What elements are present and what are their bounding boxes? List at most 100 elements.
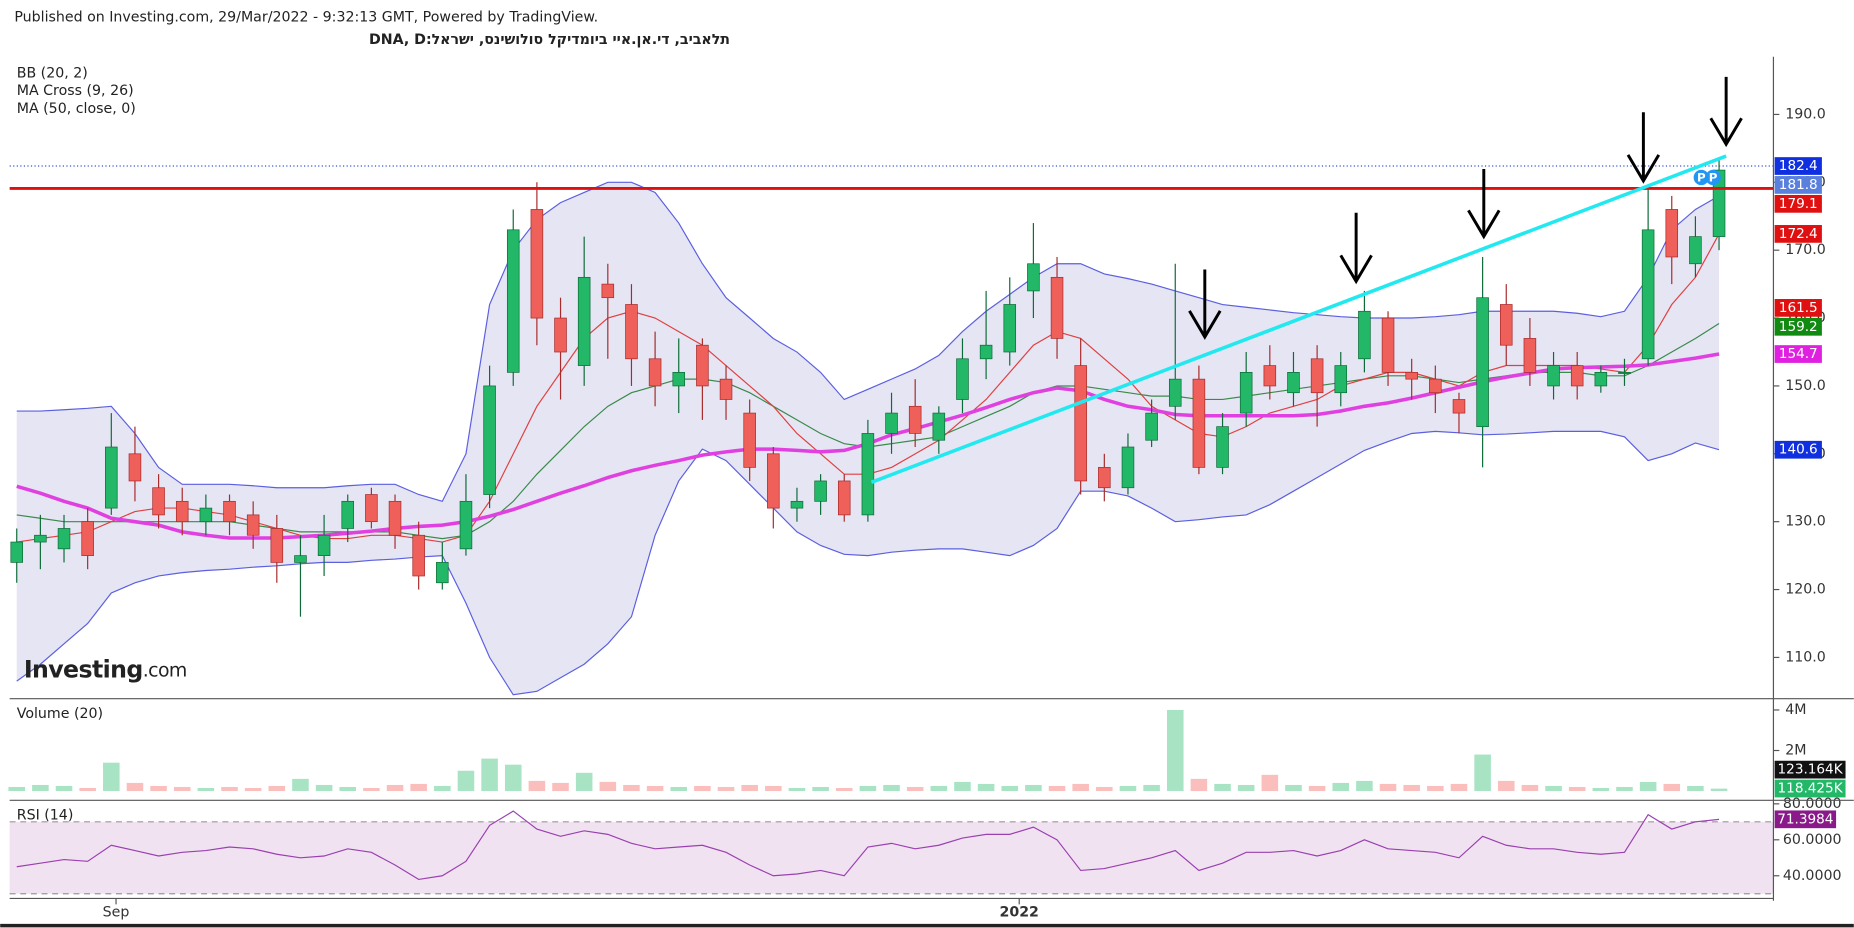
- candle-body: [1547, 365, 1560, 387]
- volume-bar: [1427, 785, 1444, 792]
- volume-bar: [1710, 788, 1728, 792]
- volume-bar: [1592, 787, 1610, 792]
- candle-body: [128, 453, 142, 482]
- candle-body: [294, 555, 307, 563]
- volume-bar: [79, 787, 96, 792]
- legend-entry: BB (20, 2): [17, 65, 88, 81]
- candle-body: [1003, 304, 1017, 353]
- volume-bar: [1308, 785, 1326, 792]
- rsi-line: [16, 810, 1720, 881]
- price-label-box: [1774, 157, 1822, 175]
- logo-text: .com: [143, 659, 187, 681]
- candle-body: [1334, 365, 1348, 394]
- volume-label: 118.425K: [1778, 781, 1844, 797]
- candle-body: [1452, 399, 1466, 414]
- volume-label: 123.164K: [1778, 762, 1844, 778]
- x-tick-label: Sep: [103, 905, 130, 921]
- candle-body: [1168, 378, 1182, 407]
- arrow: [1188, 269, 1222, 340]
- rsi-tick-label: 80.0000: [1783, 796, 1842, 812]
- candle-body: [1239, 372, 1253, 414]
- trend-line: [870, 154, 1727, 484]
- candle-body: [105, 446, 118, 509]
- candle-body: [956, 358, 969, 400]
- candle-body: [814, 480, 827, 502]
- volume-label-box: [1774, 760, 1846, 779]
- volume-bar: [623, 784, 640, 792]
- volume-bar: [55, 785, 73, 792]
- candle-body: [34, 534, 47, 543]
- rsi-tick-label: 40.0000: [1783, 868, 1842, 884]
- candle-body: [1594, 372, 1608, 387]
- price-label: 182.4: [1779, 158, 1818, 174]
- price-label-box: [1774, 440, 1822, 459]
- volume-bar: [386, 784, 404, 792]
- y-tick-label: 130.0: [1785, 514, 1826, 530]
- candle-body: [837, 480, 851, 516]
- volume-bar: [1190, 778, 1208, 792]
- volume-bar: [1521, 784, 1539, 792]
- candle-body: [1216, 426, 1229, 468]
- volume-bar: [1001, 785, 1019, 792]
- volume-bar: [646, 785, 664, 792]
- candle-body: [10, 541, 23, 563]
- volume-bar: [1568, 786, 1586, 792]
- volume-bar: [268, 785, 286, 792]
- candle-body: [767, 453, 780, 509]
- candle-body: [175, 500, 189, 523]
- price-label: 159.2: [1779, 319, 1818, 335]
- candle-body: [530, 209, 544, 319]
- candle-body: [672, 372, 686, 387]
- volume-bar: [670, 786, 688, 792]
- candle-body: [648, 358, 662, 387]
- candle-body: [1499, 304, 1513, 346]
- candle-body: [1263, 365, 1277, 387]
- volume-bar: [1025, 784, 1042, 792]
- volume-bar: [883, 784, 900, 792]
- candle-body: [1429, 378, 1442, 394]
- candle-body: [341, 500, 355, 529]
- volume-bar: [1143, 784, 1160, 792]
- volume-bar: [1497, 780, 1515, 792]
- price-label: 154.7: [1779, 346, 1818, 362]
- candle-body: [246, 514, 260, 536]
- candle-body: [506, 229, 520, 373]
- candle-body: [577, 276, 591, 366]
- volume-bar: [504, 764, 522, 792]
- volume-tick-label: 4M: [1785, 702, 1806, 718]
- volume-bar: [1096, 786, 1113, 792]
- volume-bar: [1119, 785, 1137, 792]
- price-label-box: [1774, 317, 1822, 336]
- rsi-label-box: [1774, 810, 1837, 829]
- volume-bar: [741, 784, 758, 792]
- volume-bar: [1545, 785, 1562, 792]
- volume-bar: [434, 785, 451, 792]
- candle-body: [1145, 412, 1158, 441]
- candle-body: [1287, 372, 1300, 394]
- candle-body: [1523, 338, 1537, 373]
- y-tick-label: 120.0: [1785, 582, 1826, 598]
- volume-bar: [1403, 784, 1420, 792]
- volume-bar: [1285, 784, 1302, 792]
- volume-title: Volume (20): [17, 706, 103, 722]
- y-tick-label: 170.0: [1785, 242, 1826, 258]
- candle-body: [554, 317, 567, 353]
- candle-body: [1098, 467, 1111, 489]
- legend-entry: MA Cross (9, 26): [17, 83, 134, 99]
- badge-label: P: [1709, 171, 1718, 185]
- candle-body: [696, 344, 709, 387]
- volume-bar: [1048, 785, 1066, 792]
- candle-body: [861, 433, 875, 516]
- volume-bar: [765, 785, 782, 792]
- candle-body: [365, 494, 378, 523]
- price-label-box: [1774, 225, 1822, 243]
- y-tick-label: 190.0: [1785, 106, 1826, 122]
- candle-body: [223, 500, 236, 523]
- volume-bar: [1261, 774, 1279, 792]
- logo: Investing.com: [24, 655, 187, 683]
- volume-bar: [812, 786, 829, 792]
- header: Published on Investing.com, 29/Mar/2022 …: [14, 10, 598, 26]
- candle-body: [932, 412, 946, 441]
- candle-body: [1121, 446, 1135, 489]
- volume-bar: [173, 786, 191, 792]
